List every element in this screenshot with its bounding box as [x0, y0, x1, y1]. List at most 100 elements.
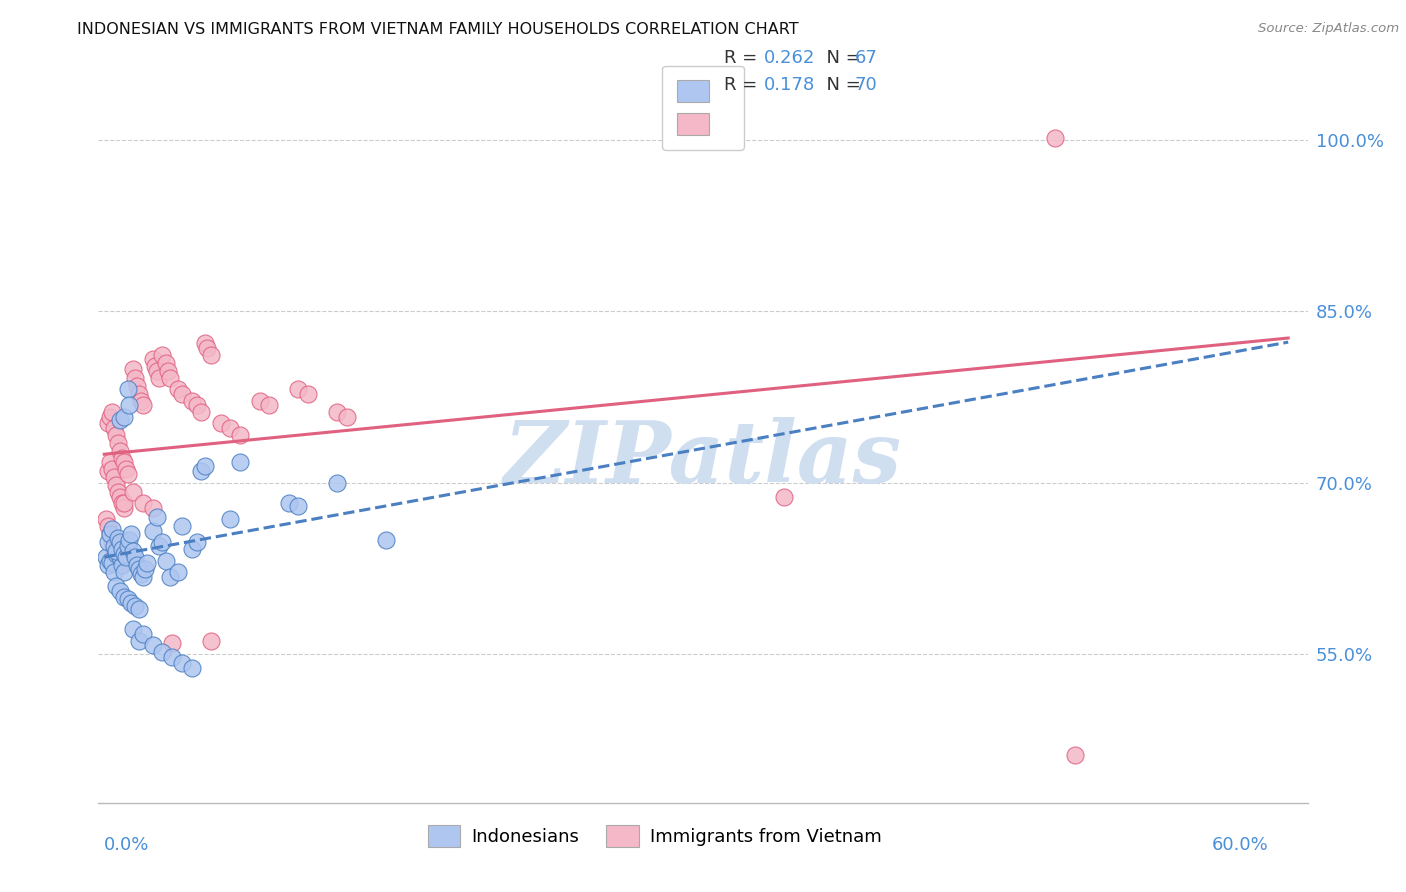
- Point: [142, 638, 165, 652]
- Text: 0.262: 0.262: [763, 49, 815, 67]
- Point: [136, 556, 159, 570]
- Point: [104, 544, 127, 558]
- Point: [167, 565, 190, 579]
- Point: [107, 553, 129, 567]
- Point: [148, 539, 170, 553]
- Point: [186, 398, 208, 412]
- Point: [103, 542, 125, 557]
- Point: [112, 409, 135, 424]
- Text: INDONESIAN VS IMMIGRANTS FROM VIETNAM FAMILY HOUSEHOLDS CORRELATION CHART: INDONESIAN VS IMMIGRANTS FROM VIETNAM FA…: [77, 22, 799, 37]
- Point: [143, 359, 166, 374]
- Point: [97, 558, 120, 573]
- Point: [155, 553, 177, 567]
- Point: [142, 500, 165, 515]
- Point: [159, 370, 181, 384]
- Point: [107, 435, 129, 450]
- Point: [132, 398, 155, 412]
- Point: [104, 547, 127, 561]
- Point: [112, 565, 135, 579]
- Point: [128, 601, 150, 615]
- Point: [118, 398, 141, 412]
- Point: [120, 596, 142, 610]
- Point: [107, 531, 129, 545]
- Point: [277, 496, 299, 510]
- Point: [194, 458, 217, 473]
- Point: [108, 584, 131, 599]
- Point: [159, 569, 181, 583]
- Point: [98, 455, 121, 469]
- Point: [101, 405, 124, 419]
- Point: [180, 661, 202, 675]
- Point: [132, 496, 155, 510]
- Point: [96, 550, 118, 565]
- Point: [122, 485, 145, 500]
- Point: [98, 527, 121, 541]
- Point: [108, 413, 131, 427]
- Point: [103, 565, 125, 579]
- Point: [112, 496, 135, 510]
- Point: [112, 547, 135, 561]
- Point: [194, 336, 217, 351]
- Text: Source: ZipAtlas.com: Source: ZipAtlas.com: [1258, 22, 1399, 36]
- Point: [117, 467, 139, 481]
- Point: [287, 382, 309, 396]
- Point: [114, 462, 136, 476]
- Point: [127, 558, 149, 573]
- Point: [200, 633, 222, 648]
- Point: [142, 524, 165, 538]
- Point: [97, 519, 120, 533]
- Point: [180, 542, 202, 557]
- Point: [103, 470, 125, 484]
- Point: [326, 405, 349, 419]
- Point: [152, 645, 174, 659]
- Point: [114, 550, 136, 565]
- Point: [229, 427, 252, 442]
- Text: 67: 67: [855, 49, 877, 67]
- Point: [124, 550, 146, 565]
- Point: [145, 364, 167, 378]
- Point: [155, 356, 177, 370]
- Point: [160, 649, 183, 664]
- Point: [112, 590, 135, 604]
- Point: [117, 539, 139, 553]
- Point: [160, 636, 183, 650]
- Point: [209, 417, 232, 431]
- Point: [118, 533, 141, 547]
- Point: [190, 464, 212, 478]
- Point: [103, 421, 125, 435]
- Point: [124, 599, 146, 614]
- Point: [1063, 747, 1085, 762]
- Point: [104, 547, 127, 561]
- Text: 0.0%: 0.0%: [104, 836, 149, 854]
- Point: [772, 490, 794, 504]
- Point: [117, 592, 139, 607]
- Text: 70: 70: [855, 76, 877, 94]
- Point: [336, 409, 359, 424]
- Point: [111, 558, 134, 573]
- Point: [249, 393, 271, 408]
- Point: [108, 490, 131, 504]
- Point: [1045, 130, 1067, 145]
- Point: [98, 409, 121, 424]
- Point: [229, 455, 252, 469]
- Point: [195, 341, 218, 355]
- Point: [128, 633, 150, 648]
- Text: ZIPatlas: ZIPatlas: [503, 417, 903, 500]
- Point: [97, 417, 120, 431]
- Point: [129, 393, 152, 408]
- Point: [104, 427, 127, 442]
- Text: 0.178: 0.178: [763, 76, 814, 94]
- Point: [111, 496, 134, 510]
- Point: [257, 398, 280, 412]
- Point: [103, 539, 125, 553]
- Point: [97, 464, 120, 478]
- Point: [104, 579, 127, 593]
- Text: N =: N =: [815, 49, 868, 67]
- Text: 60.0%: 60.0%: [1212, 836, 1268, 854]
- Point: [297, 386, 319, 401]
- Point: [132, 626, 155, 640]
- Point: [157, 364, 180, 378]
- Point: [112, 500, 135, 515]
- Point: [152, 535, 174, 549]
- Point: [128, 386, 150, 401]
